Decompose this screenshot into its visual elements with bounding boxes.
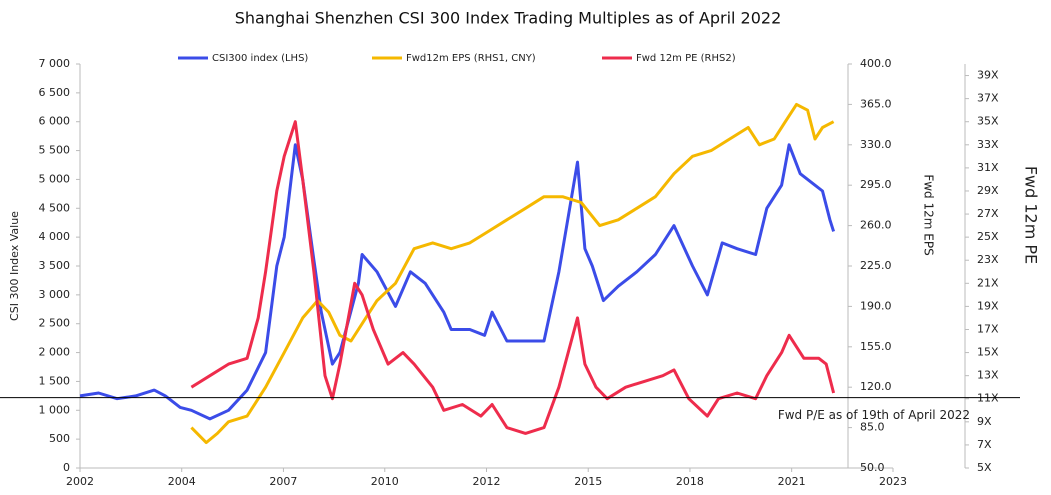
series-line [190,120,836,435]
x-tick-label: 2010 [371,475,399,488]
y-tick-label: 0 [63,461,70,474]
y3-tick-label: 21X [977,276,999,289]
x-tick-label: 2004 [168,475,196,488]
y3-tick-label: 19X [977,299,999,312]
y3-tick-label: 11X [977,392,999,405]
y-tick-label: 1 000 [39,403,71,416]
y3-tick-label: 37X [977,92,999,105]
x-tick-label: 2015 [574,475,602,488]
legend-label: Fwd 12m PE (RHS2) [636,53,736,64]
y3-tick-label: 5X [977,461,992,474]
x-tick-label: 2002 [66,475,94,488]
y-tick-label: 2 000 [39,346,71,359]
y3-axis-title: Fwd 12m PE [1022,166,1041,264]
y3-tick-label: 25X [977,230,999,243]
y2-tick-label: 85.0 [860,421,885,434]
y2-tick-label: 155.0 [860,340,892,353]
y-tick-label: 1 500 [39,374,71,387]
y3-tick-label: 15X [977,346,999,359]
y2-tick-label: 400.0 [860,57,892,70]
series-line [190,102,835,445]
legend-label: CSI300 index (LHS) [212,53,308,64]
y-tick-label: 500 [49,432,70,445]
y3-tick-label: 23X [977,253,999,266]
x-tick-label: 2007 [269,475,297,488]
y3-tick-label: 35X [977,115,999,128]
y3-tick-label: 7X [977,438,992,451]
y2-tick-label: 120.0 [860,380,892,393]
y3-tick-label: 13X [977,369,999,382]
y-tick-label: 6 500 [39,86,71,99]
y-tick-label: 7 000 [39,57,71,70]
y2-tick-label: 330.0 [860,138,892,151]
x-tick-label: 2023 [879,475,907,488]
y-tick-label: 6 000 [39,115,71,128]
x-tick-label: 2012 [473,475,501,488]
y-tick-label: 4 000 [39,230,71,243]
y3-tick-label: 29X [977,184,999,197]
chart-title: Shanghai Shenzhen CSI 300 Index Trading … [235,9,782,28]
y2-tick-label: 50.0 [860,461,885,474]
y-axis-title: CSI 300 Index Value [8,211,21,321]
y2-tick-label: 225.0 [860,259,892,272]
y2-tick-label: 295.0 [860,178,892,191]
x-tick-label: 2018 [676,475,704,488]
legend-label: Fwd12m EPS (RHS1, CNY) [406,53,536,64]
y-tick-label: 4 500 [39,201,71,214]
y2-tick-label: 190.0 [860,299,892,312]
y3-tick-label: 17X [977,322,999,335]
annotation-label: Fwd P/E as of 19th of April 2022 [778,408,970,422]
y3-tick-label: 33X [977,138,999,151]
y-tick-label: 3 000 [39,288,71,301]
y-tick-label: 5 500 [39,144,71,157]
y2-axis-title: Fwd 12m EPS [922,174,936,255]
y-tick-label: 3 500 [39,259,71,272]
x-tick-label: 2021 [778,475,806,488]
y2-tick-label: 260.0 [860,219,892,232]
y3-tick-label: 31X [977,161,999,174]
series-line [79,143,836,421]
y3-tick-label: 39X [977,69,999,82]
y-tick-label: 5 000 [39,172,71,185]
y3-tick-label: 27X [977,207,999,220]
y3-tick-label: 9X [977,415,992,428]
y-tick-label: 2 500 [39,317,71,330]
y2-tick-label: 365.0 [860,97,892,110]
